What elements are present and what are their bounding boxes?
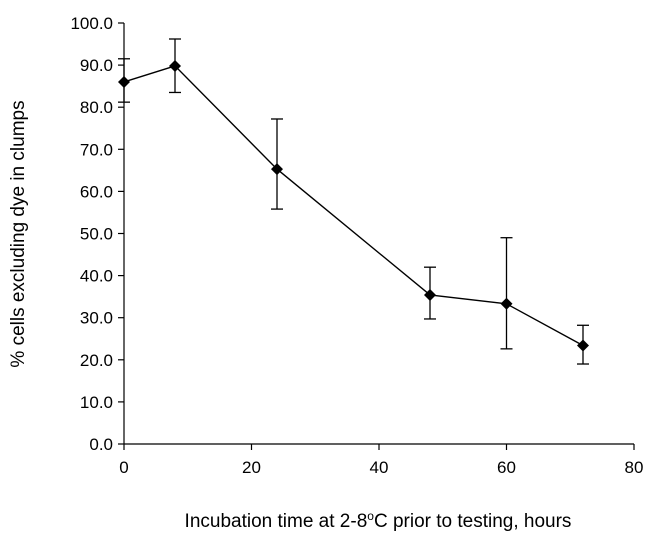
y-tick-label: 100.0 bbox=[70, 14, 113, 33]
x-axis-title-prefix: Incubation time at 2-8 bbox=[185, 511, 368, 532]
x-axis-title-superscript: o bbox=[367, 509, 374, 523]
x-tick-label: 20 bbox=[242, 458, 261, 477]
x-tick-label: 80 bbox=[625, 458, 644, 477]
y-axis-ticks: 0.0 10.0 20.0 30.0 40.0 50.0 60.0 70.0 80.0 90.0 1… bbox=[70, 14, 124, 454]
data-point-marker bbox=[500, 297, 513, 310]
series-layer bbox=[118, 38, 589, 365]
x-axis-ticks: 0 20 40 60 80 bbox=[119, 444, 643, 477]
y-tick-label: 10.0 bbox=[80, 393, 113, 412]
y-tick-label: 90.0 bbox=[80, 56, 113, 75]
y-tick-label: 30.0 bbox=[80, 309, 113, 328]
series-line bbox=[123, 65, 584, 347]
data-point-marker bbox=[577, 339, 589, 352]
x-axis-title-suffix: C prior to testing, hours bbox=[374, 511, 571, 532]
data-point-marker bbox=[271, 163, 283, 176]
y-tick-label: 70.0 bbox=[80, 140, 113, 159]
data-point-marker bbox=[424, 288, 436, 301]
data-point-marker bbox=[169, 59, 181, 72]
y-tick-label: 20.0 bbox=[80, 351, 113, 370]
y-axis-title: % cells excluding dye in clumps bbox=[8, 100, 29, 367]
x-tick-label: 0 bbox=[119, 458, 128, 477]
y-tick-label: 40.0 bbox=[80, 267, 113, 286]
data-point-marker bbox=[118, 75, 130, 88]
y-tick-label: 50.0 bbox=[80, 225, 113, 244]
x-tick-label: 60 bbox=[497, 458, 516, 477]
x-tick-label: 40 bbox=[370, 458, 389, 477]
y-tick-label: 80.0 bbox=[80, 98, 113, 117]
error-bar bbox=[500, 237, 513, 350]
y-tick-label: 60.0 bbox=[80, 182, 113, 201]
y-tick-label: 0.0 bbox=[89, 435, 113, 454]
x-axis-title: Incubation time at 2-8oC prior to testin… bbox=[185, 509, 572, 532]
